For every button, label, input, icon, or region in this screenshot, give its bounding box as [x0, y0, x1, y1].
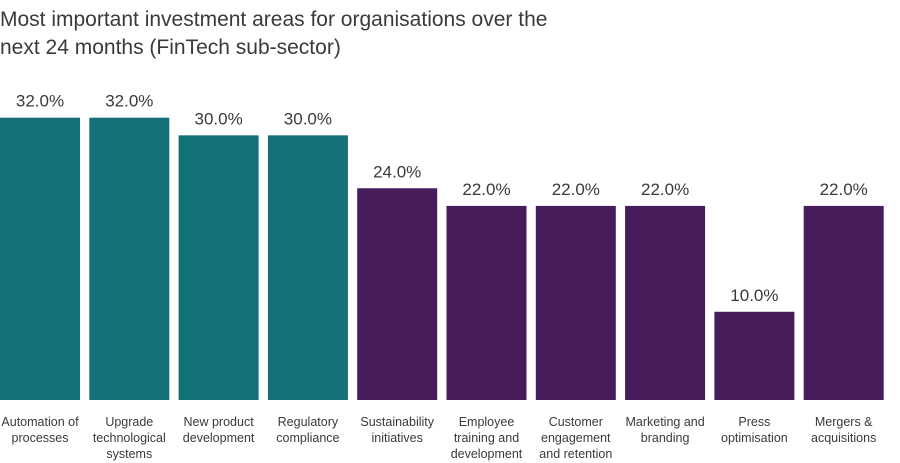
value-label: 30.0%: [284, 109, 332, 128]
x-tick-label: Press optimisation: [721, 415, 788, 445]
bar: [178, 135, 259, 401]
chart-title: Most important investment areas for orga…: [0, 8, 548, 59]
bar: [0, 117, 80, 400]
x-tick-label: New product development: [182, 415, 255, 445]
value-label: 10.0%: [730, 286, 778, 305]
x-tick-label: Regulatory compliance: [276, 415, 340, 445]
value-label: 22.0%: [462, 180, 510, 199]
value-label: 32.0%: [105, 92, 153, 111]
value-label: 22.0%: [641, 180, 689, 199]
value-label: 24.0%: [373, 162, 421, 181]
bar: [803, 205, 884, 400]
x-tick-label: Automation of processes: [1, 415, 79, 445]
x-tick-label: Sustainability initiatives: [360, 415, 435, 445]
bar: [446, 205, 527, 400]
x-tick-label: Upgrade technological systems: [92, 415, 166, 461]
value-label: 22.0%: [820, 180, 868, 199]
x-tick-label: Marketing and branding: [625, 415, 705, 445]
value-label: 22.0%: [552, 180, 600, 199]
value-label: 30.0%: [194, 109, 242, 128]
bar: [357, 188, 438, 400]
bar: [714, 311, 795, 400]
bar: [89, 117, 170, 400]
x-tick-label: Mergers & acquisitions: [811, 415, 877, 445]
bar: [267, 135, 348, 401]
bar: [535, 205, 616, 400]
value-label: 32.0%: [16, 92, 64, 111]
x-tick-label: Customer engagement and retention: [539, 415, 613, 461]
bar: [625, 205, 706, 400]
x-tick-label: Employee training and development: [450, 415, 523, 461]
